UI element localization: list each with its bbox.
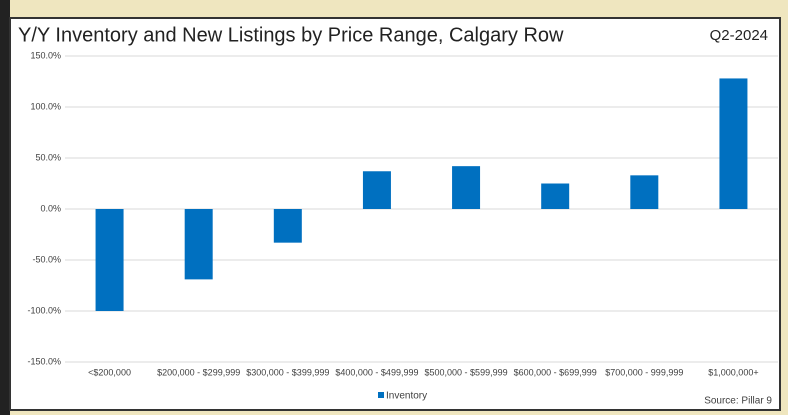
- y-tick-label: -100.0%: [27, 305, 61, 315]
- chart-subtitle: Q2-2024: [710, 27, 768, 44]
- y-tick-label: -150.0%: [27, 356, 61, 366]
- bar: [541, 183, 570, 209]
- bar: [630, 175, 659, 209]
- x-tick-label: <$200,000: [88, 367, 131, 377]
- x-tick-label: $400,000 - $499,999: [335, 367, 418, 377]
- bar: [362, 171, 391, 209]
- chart-panel: [9, 17, 781, 411]
- y-tick-label: 100.0%: [30, 101, 61, 111]
- left-edge: [0, 0, 10, 415]
- bar: [184, 209, 213, 280]
- bar: [452, 166, 481, 209]
- y-tick-label: -50.0%: [32, 254, 61, 264]
- x-tick-label: $500,000 - $599,999: [425, 367, 508, 377]
- x-tick-label: $600,000 - $699,999: [514, 367, 597, 377]
- legend-label: Inventory: [386, 391, 427, 402]
- bar: [273, 209, 302, 243]
- y-tick-label: 0.0%: [40, 203, 61, 213]
- x-tick-label: $700,000 - 999,999: [605, 367, 683, 377]
- y-tick-label: 150.0%: [30, 50, 61, 60]
- x-tick-label: $200,000 - $299,999: [157, 367, 240, 377]
- y-tick-label: 50.0%: [35, 152, 61, 162]
- bar: [95, 209, 124, 311]
- source-note: Source: Pillar 9: [704, 396, 772, 407]
- x-tick-label: $1,000,000+: [708, 367, 758, 377]
- bar: [719, 78, 748, 209]
- x-tick-label: $300,000 - $399,999: [246, 367, 329, 377]
- legend-swatch: [378, 392, 384, 398]
- chart-title: Y/Y Inventory and New Listings by Price …: [18, 24, 564, 46]
